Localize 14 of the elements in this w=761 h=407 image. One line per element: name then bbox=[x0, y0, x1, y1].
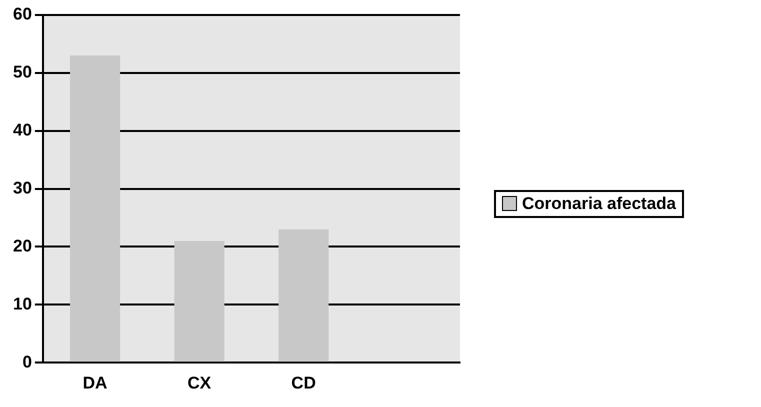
y-tick-label: 0 bbox=[22, 352, 32, 372]
bar bbox=[70, 56, 120, 362]
x-tick-label: DA bbox=[82, 373, 108, 392]
y-tick-label: 10 bbox=[12, 294, 32, 314]
x-tick-label: CX bbox=[188, 373, 212, 392]
legend-label: Coronaria afectada bbox=[522, 194, 676, 214]
y-tick-label: 20 bbox=[12, 236, 32, 256]
y-tick-label: 60 bbox=[12, 4, 32, 24]
bar bbox=[174, 240, 224, 362]
x-tick-label: CD bbox=[291, 373, 316, 392]
y-tick-label: 50 bbox=[12, 62, 32, 82]
y-tick-label: 30 bbox=[12, 178, 32, 198]
y-tick-label: 40 bbox=[12, 120, 32, 140]
bar bbox=[278, 229, 329, 362]
